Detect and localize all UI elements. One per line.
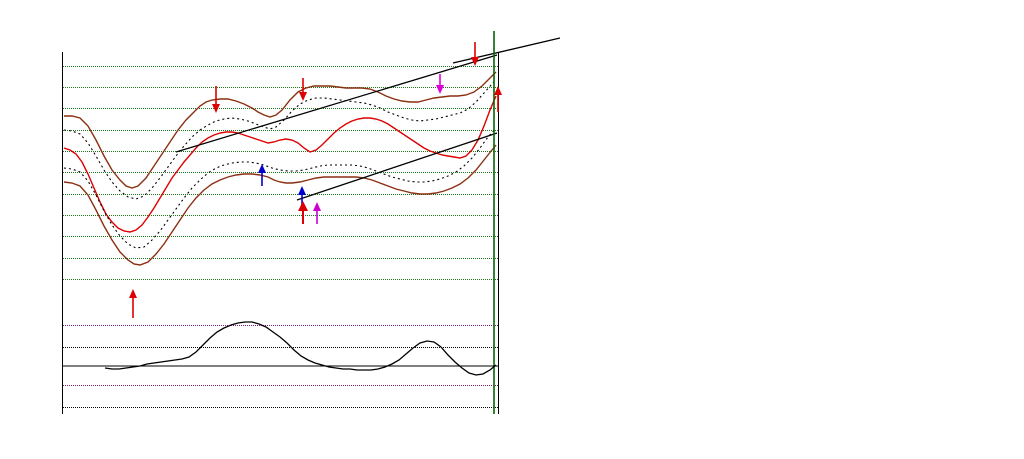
gridline-price-19200: [62, 66, 498, 67]
gridline-price-18000: [62, 130, 498, 131]
gridline-price-15600: [62, 258, 498, 259]
inner-lower-band-dotted: [63, 127, 497, 249]
gridline-op-minus25: [62, 385, 498, 386]
trendline-upper-1: [175, 54, 498, 153]
gridline-price-18800: [62, 87, 498, 88]
gridline-op-plus50: [62, 325, 498, 326]
signal-arrows: [129, 42, 502, 318]
month-axis: [0, 432, 1024, 459]
ma-21day-line: [63, 95, 497, 233]
gridline-price-16000: [62, 236, 498, 237]
trendline-upper-2: [452, 37, 561, 64]
gridline-price-16800: [62, 194, 498, 195]
op21-y-axis: [0, 0, 58, 459]
gridline-op-minus50: [62, 407, 498, 408]
plot-left-border: [62, 52, 63, 414]
gridline-price-16400: [62, 215, 498, 216]
gridline-price-17200: [62, 172, 498, 173]
gridline-price-18400: [62, 108, 498, 109]
plot-right-border: [498, 52, 499, 414]
gridline-price-15200: [62, 279, 498, 280]
gridline-price-17600: [62, 151, 498, 152]
trendline-lower-1: [296, 132, 498, 201]
lower-band-line: [63, 144, 497, 266]
gridline-op-plus25: [62, 347, 498, 348]
inner-upper-band-dotted: [63, 78, 497, 200]
op21-signal-line: [104, 321, 497, 376]
